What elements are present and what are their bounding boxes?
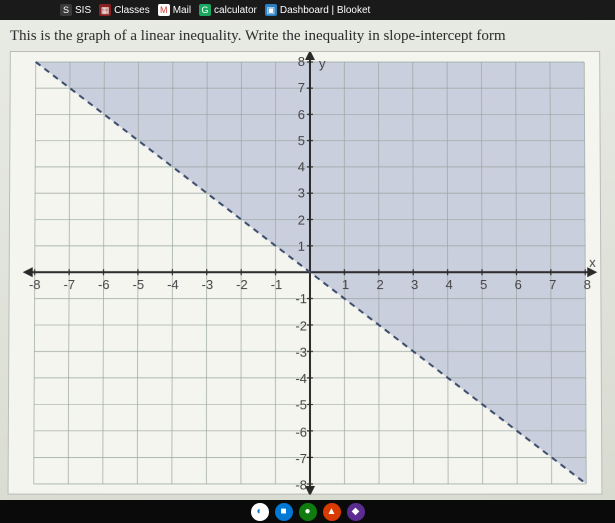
x-arrow-left-icon <box>23 267 33 277</box>
axis-tick-label: 7 <box>298 80 305 95</box>
axis-tick-label: 1 <box>298 238 305 253</box>
axis-tick-label: -2 <box>295 318 307 333</box>
bookmark-label: SIS <box>75 5 91 16</box>
axis-tick-label: -5 <box>133 277 145 292</box>
bookmark-item[interactable]: Gcalculator <box>199 4 257 16</box>
bookmark-icon: ▦ <box>99 4 111 16</box>
axis-tick-label: -3 <box>295 344 307 359</box>
axis-tick-label: 6 <box>515 277 522 292</box>
question-text: This is the graph of a linear inequality… <box>10 28 611 45</box>
axis-tick-label: -4 <box>295 371 307 386</box>
axis-tick-label: y <box>319 56 326 71</box>
bookmark-icon: S <box>60 4 72 16</box>
x-axis-label: x <box>589 255 596 270</box>
page-content: This is the graph of a linear inequality… <box>0 20 615 504</box>
axis-tick-label: 6 <box>298 107 305 122</box>
axis-tick-label: -4 <box>167 277 179 292</box>
axis-tick-label: 1 <box>342 277 349 292</box>
taskbar-icon[interactable]: ◐ <box>251 503 269 521</box>
taskbar-icon[interactable]: ● <box>299 503 317 521</box>
axis-tick-label: -8 <box>29 277 41 292</box>
axis-tick-label: 4 <box>298 159 305 174</box>
browser-bookmarks-bar: SSIS ▦Classes MMail Gcalculator ▣Dashboard |… <box>0 0 615 20</box>
taskbar-icon[interactable]: ◆ <box>347 503 365 521</box>
axis-tick-label: 3 <box>298 186 305 201</box>
axis-tick-label: -2 <box>236 277 248 292</box>
y-arrow-up-icon <box>305 52 315 60</box>
axis-tick-label: -6 <box>98 277 110 292</box>
axis-tick-label: -1 <box>295 291 307 306</box>
axis-tick-label: -7 <box>295 451 307 466</box>
axis-tick-label: 4 <box>445 277 452 292</box>
axis-tick-label: 2 <box>376 277 383 292</box>
taskbar-icon[interactable]: ▲ <box>323 503 341 521</box>
inequality-graph: -8 -7 -6 -5 -4 -3 -2 -1 1 2 3 4 5 6 7 8 1 2 3 4 5 6 7 8 -1 -2 -3 -4… <box>8 51 603 495</box>
bookmark-icon: M <box>158 4 170 16</box>
bookmark-label: Dashboard | Blooket <box>280 5 370 16</box>
axis-tick-label: 7 <box>549 277 556 292</box>
axis-tick-label: -7 <box>63 277 75 292</box>
bookmark-item[interactable]: MMail <box>158 4 191 16</box>
bookmark-item[interactable]: SSIS <box>60 4 91 16</box>
axis-tick-label: 2 <box>298 212 305 227</box>
bookmark-label: Classes <box>114 5 150 16</box>
bookmark-icon: ▣ <box>265 4 277 16</box>
axis-tick-label: 3 <box>411 277 418 292</box>
axis-tick-label: 8 <box>584 277 591 292</box>
axis-tick-label: -1 <box>271 277 283 292</box>
axis-tick-label: 5 <box>480 277 487 292</box>
os-taskbar: ◐ ■ ● ▲ ◆ <box>0 500 615 523</box>
axis-tick-label: 5 <box>298 133 305 148</box>
bookmark-item[interactable]: ▣Dashboard | Blooket <box>265 4 370 16</box>
axis-tick-label: 8 <box>298 54 305 69</box>
axis-tick-label: -6 <box>295 424 307 439</box>
bookmark-label: Mail <box>173 5 191 16</box>
axis-tick-label: -8 <box>295 477 307 492</box>
bookmark-icon: G <box>199 4 211 16</box>
bookmark-label: calculator <box>214 5 257 16</box>
axis-tick-label: -5 <box>295 397 307 412</box>
axis-tick-label: -3 <box>202 277 214 292</box>
bookmark-item[interactable]: ▦Classes <box>99 4 150 16</box>
taskbar-icon[interactable]: ■ <box>275 503 293 521</box>
